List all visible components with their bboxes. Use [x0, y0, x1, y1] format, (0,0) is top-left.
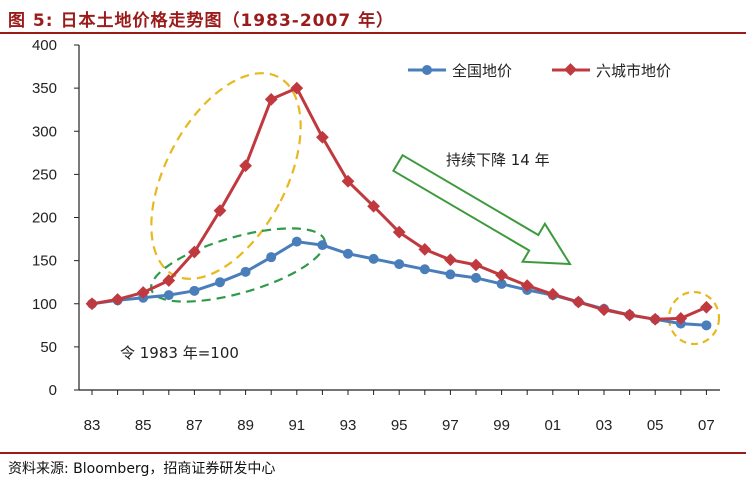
data-point-six-cities [367, 199, 380, 213]
data-point-six-cities [136, 286, 150, 299]
data-point-six-cities [392, 225, 406, 239]
x-tick-label: 87 [186, 417, 203, 434]
data-point-national [240, 266, 251, 277]
national-peak-highlight-ellipse [150, 227, 326, 303]
x-tick-label: 91 [288, 417, 305, 434]
data-point-national [291, 236, 302, 247]
data-point-six-cities [85, 297, 99, 311]
x-ticks: 83 85 87 89 91 93 95 97 99 01 03 05 07 [84, 390, 715, 434]
x-tick-label: 83 [84, 417, 101, 434]
chart-title: 图 5: 日本土地价格走势图（1983-2007 年） [8, 11, 395, 31]
title-rule [0, 32, 746, 34]
x-tick-label: 95 [391, 417, 408, 434]
y-ticks: 0 50 100 150 200 250 300 350 400 [32, 37, 79, 399]
legend-marker-six-cities [564, 63, 577, 76]
data-point-national [368, 253, 379, 264]
data-point-six-cities [495, 268, 508, 282]
y-tick-label: 100 [32, 296, 57, 313]
legend-marker-national [422, 65, 432, 75]
highlight-shapes [150, 72, 721, 346]
x-tick-label: 89 [237, 417, 254, 434]
data-point-national [496, 278, 507, 289]
data-point-six-cities [290, 81, 304, 95]
y-tick-label: 50 [40, 339, 57, 356]
data-point-national [471, 272, 481, 283]
data-point-six-cities [418, 243, 432, 256]
y-tick-label: 350 [32, 80, 57, 97]
y-tick-label: 150 [32, 253, 57, 270]
base-year-note: 令 1983 年=100 [120, 344, 239, 362]
data-point-six-cities [316, 130, 329, 144]
decline-arrow-shape [392, 153, 572, 266]
data-point-six-cities [700, 300, 713, 314]
data-point-national [394, 259, 405, 270]
legend-label-six-cities: 六城市地价 [596, 62, 671, 80]
data-point-national [266, 252, 277, 263]
data-point-six-cities [188, 245, 201, 259]
data-point-national [317, 240, 328, 251]
data-point-six-cities [162, 274, 176, 287]
data-point-national [701, 320, 712, 331]
data-point-six-cities [572, 295, 585, 309]
y-tick-label: 0 [49, 382, 57, 399]
data-point-six-cities [623, 308, 636, 322]
series-line-six-cities [91, 86, 708, 321]
footer-rule [0, 452, 746, 454]
series-lines [91, 86, 708, 327]
data-point-national [215, 277, 225, 288]
data-point-six-cities [111, 293, 124, 306]
legend-label-national: 全国地价 [452, 62, 512, 80]
decline-arrow [392, 153, 572, 266]
x-tick-label: 03 [596, 417, 613, 434]
data-point-six-cities [597, 303, 611, 317]
data-point-six-cities [444, 253, 457, 267]
source-note: 资料来源: Bloomberg，招商证券研发中心 [8, 461, 276, 477]
data-point-national [189, 285, 200, 296]
data-point-six-cities [469, 258, 483, 272]
data-point-national [163, 290, 174, 301]
data-point-six-cities [546, 287, 560, 301]
data-point-national [445, 269, 456, 280]
data-point-six-cities [341, 174, 355, 188]
legend: 全国地价 六城市地价 [408, 62, 671, 80]
y-tick-label: 200 [32, 210, 57, 227]
data-point-six-cities [239, 159, 252, 173]
data-point-six-cities [648, 312, 662, 326]
data-point-six-cities [213, 204, 227, 217]
data-point-national [419, 264, 430, 275]
decline-annotation: 持续下降 14 年 [446, 151, 550, 169]
x-tick-label: 07 [698, 417, 715, 434]
x-tick-label: 99 [493, 417, 510, 434]
y-tick-label: 400 [32, 37, 57, 54]
x-tick-label: 93 [340, 417, 357, 434]
y-tick-label: 250 [32, 166, 57, 183]
x-tick-label: 05 [647, 417, 664, 434]
x-tick-label: 85 [135, 417, 152, 434]
y-tick-label: 300 [32, 123, 57, 140]
data-point-six-cities [264, 92, 278, 106]
endpoint-highlight-ellipse [667, 290, 721, 346]
x-tick-label: 97 [442, 417, 459, 434]
x-tick-label: 01 [544, 417, 561, 434]
data-point-national [343, 248, 353, 259]
